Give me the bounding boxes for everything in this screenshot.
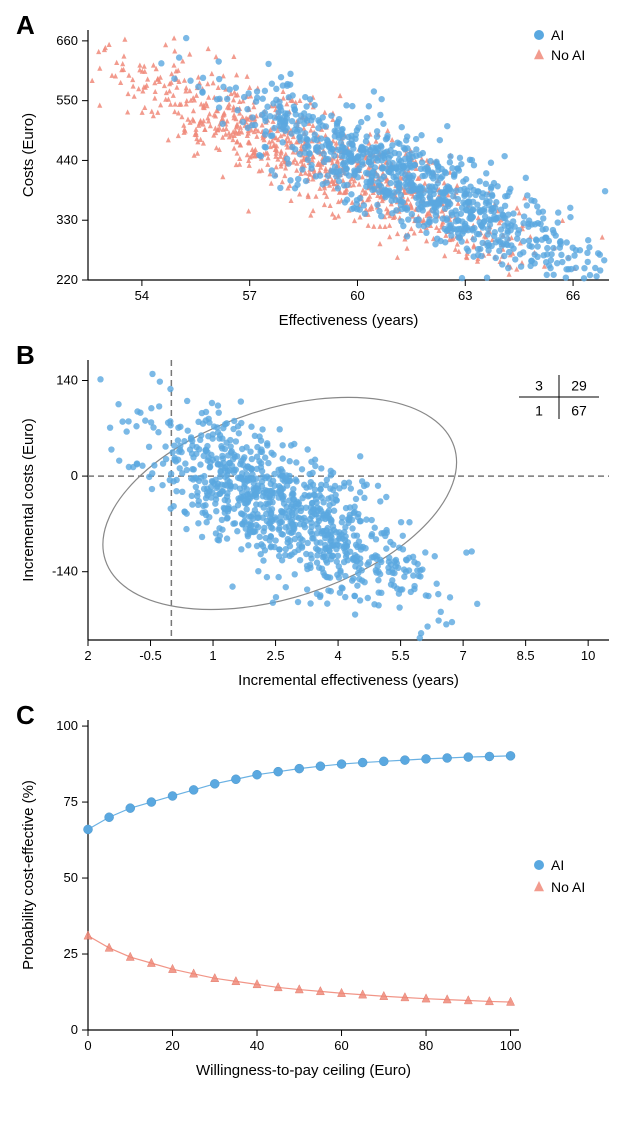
svg-text:660: 660 (56, 33, 78, 48)
svg-text:0: 0 (71, 468, 78, 483)
svg-text:25: 25 (64, 946, 78, 961)
svg-text:Probability cost-effective (%): Probability cost-effective (%) (20, 780, 37, 970)
svg-text:1: 1 (209, 648, 216, 663)
panel-b-chart: 2 -0.5 1 2.5 4 5.5 7 8.5 10 -140 0 140 Incremental e… (10, 340, 629, 700)
svg-text:AI: AI (551, 857, 564, 873)
svg-text:No AI: No AI (551, 879, 585, 895)
svg-text:2.5: 2.5 (267, 648, 285, 663)
svg-text:1: 1 (535, 402, 543, 418)
panel-c-chart: 0 20 40 60 80 100 0 25 50 75 100 Willingness-to-pay… (10, 700, 629, 1090)
panel-a-label: A (16, 10, 35, 41)
panel-a-chart: 54 57 60 63 66 220 330 440 550 660 Effectiveness (… (10, 10, 629, 340)
svg-text:No AI: No AI (551, 47, 585, 63)
svg-text:67: 67 (571, 402, 587, 418)
svg-text:0: 0 (84, 1038, 91, 1053)
svg-text:550: 550 (56, 93, 78, 108)
svg-text:140: 140 (56, 372, 78, 387)
svg-text:Incremental effectiveness (yea: Incremental effectiveness (years) (238, 672, 459, 689)
svg-text:Costs (Euro): Costs (Euro) (20, 113, 37, 197)
svg-text:Incremental costs (Euro): Incremental costs (Euro) (20, 418, 37, 581)
panel-c-label: C (16, 700, 35, 731)
svg-text:29: 29 (571, 377, 587, 393)
svg-text:-140: -140 (52, 564, 78, 579)
svg-text:440: 440 (56, 152, 78, 167)
svg-text:5.5: 5.5 (392, 648, 410, 663)
svg-text:100: 100 (500, 1038, 522, 1053)
panel-c: C 0 20 40 60 80 100 0 25 50 75 100 Willingness-to-p… (10, 700, 629, 1090)
svg-text:8.5: 8.5 (517, 648, 535, 663)
svg-text:54: 54 (135, 288, 149, 303)
svg-text:-0.5: -0.5 (139, 648, 161, 663)
svg-text:50: 50 (64, 870, 78, 885)
svg-text:3: 3 (535, 377, 543, 393)
svg-text:AI: AI (551, 27, 564, 43)
svg-text:20: 20 (165, 1038, 179, 1053)
svg-text:100: 100 (56, 718, 78, 733)
svg-text:63: 63 (458, 288, 472, 303)
svg-text:330: 330 (56, 212, 78, 227)
svg-text:75: 75 (64, 794, 78, 809)
svg-text:0: 0 (71, 1022, 78, 1037)
svg-text:66: 66 (566, 288, 580, 303)
svg-text:4: 4 (334, 648, 341, 663)
panel-a: A 54 57 60 63 66 220 330 440 550 660 Effectiveness… (10, 10, 629, 340)
panel-b-label: B (16, 340, 35, 371)
svg-text:40: 40 (250, 1038, 264, 1053)
svg-text:57: 57 (242, 288, 256, 303)
panel-b: B 2 -0.5 1 2.5 4 5.5 7 8.5 10 -140 0 140 Incremental… (10, 340, 629, 700)
svg-text:10: 10 (581, 648, 595, 663)
svg-text:60: 60 (350, 288, 364, 303)
svg-text:80: 80 (419, 1038, 433, 1053)
svg-text:Effectiveness (years): Effectiveness (years) (279, 312, 419, 329)
svg-text:2: 2 (84, 648, 91, 663)
svg-text:220: 220 (56, 272, 78, 287)
svg-text:7: 7 (460, 648, 467, 663)
svg-text:60: 60 (334, 1038, 348, 1053)
svg-text:Willingness-to-pay ceiling (Eu: Willingness-to-pay ceiling (Euro) (196, 1062, 411, 1079)
